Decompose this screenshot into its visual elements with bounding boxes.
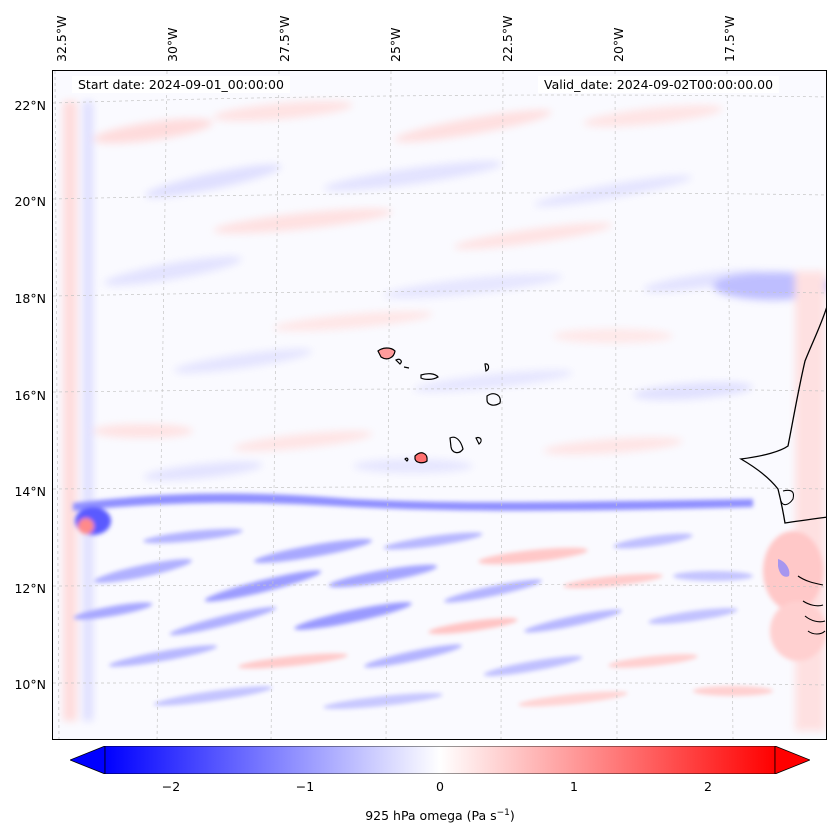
colorbar-tick-1: 1 [570,779,578,794]
lat-label-10n: 10°N [14,677,46,692]
start-date-label: Start date: 2024-09-01_00:00:00 [72,76,290,93]
lon-label-17.5w: 17.5°W [722,15,737,62]
colorbar-extend-max [774,746,810,774]
colorbar-gradient [104,746,776,774]
coastal-blue-patch [778,559,790,577]
africa-coastline [739,307,826,524]
lon-label-25w: 25°W [388,27,403,62]
guinea-coastline [797,575,826,635]
lat-label-14n: 14°N [14,484,46,499]
graticule [53,71,826,739]
colorbar [70,746,810,774]
colorbar-label-suffix: ) [509,808,515,824]
valid-date-label: Valid_date: 2024-09-02T00:00:00.00 [538,76,780,93]
lat-label-22n: 22°N [14,98,46,113]
omega-field-lower [73,493,826,710]
lon-label-22.5w: 22.5°W [500,15,515,62]
colorbar-tick-2: 2 [704,779,712,794]
colorbar-tick-neg1: −1 [295,779,315,794]
gambia-coastline [780,489,795,506]
omega-field-map [53,71,826,739]
cape-verde-islands [377,347,501,464]
map-panel [52,70,827,740]
colorbar-extend-min [70,746,106,774]
lon-label-32.5w: 32.5°W [54,15,69,62]
lon-label-30w: 30°W [165,27,180,62]
lat-label-16n: 16°N [14,388,46,403]
omega-field-upper [63,100,826,731]
lat-label-18n: 18°N [14,291,46,306]
lon-label-27.5w: 27.5°W [277,15,292,62]
lat-label-20n: 20°N [14,194,46,209]
colorbar-tick-neg2: −2 [161,779,181,794]
colorbar-tick-0: 0 [436,779,444,794]
colorbar-label: 925 hPa omega (Pa s−1) [0,808,837,823]
lat-label-12n: 12°N [14,581,46,596]
colorbar-label-prefix: 925 hPa omega (Pa s [365,808,497,824]
colorbar-label-exponent: −1 [496,808,510,818]
lon-label-20w: 20°W [611,27,626,62]
